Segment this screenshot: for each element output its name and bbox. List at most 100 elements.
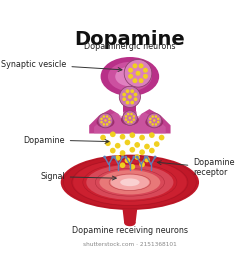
- Circle shape: [130, 132, 135, 138]
- Circle shape: [151, 123, 154, 126]
- Ellipse shape: [145, 116, 163, 128]
- Circle shape: [157, 118, 160, 120]
- Circle shape: [134, 97, 137, 101]
- Text: Dopamine: Dopamine: [23, 136, 109, 144]
- Circle shape: [104, 119, 107, 122]
- Circle shape: [106, 115, 108, 118]
- Text: Signal: Signal: [40, 172, 116, 181]
- Circle shape: [120, 134, 125, 140]
- Circle shape: [135, 71, 140, 76]
- Circle shape: [159, 135, 164, 140]
- Circle shape: [126, 101, 129, 104]
- Circle shape: [132, 63, 137, 68]
- Circle shape: [147, 113, 162, 128]
- Circle shape: [136, 156, 139, 158]
- Text: Dopamine receiving neurons: Dopamine receiving neurons: [72, 226, 188, 235]
- Text: shutterstock.com · 2151368101: shutterstock.com · 2151368101: [83, 242, 177, 248]
- Circle shape: [110, 131, 116, 137]
- Circle shape: [139, 162, 145, 167]
- Circle shape: [113, 156, 116, 158]
- Ellipse shape: [86, 165, 173, 200]
- Circle shape: [125, 157, 130, 163]
- Circle shape: [108, 121, 111, 123]
- Circle shape: [115, 143, 121, 149]
- Polygon shape: [122, 209, 137, 223]
- Circle shape: [129, 117, 131, 119]
- Circle shape: [125, 118, 127, 121]
- Circle shape: [130, 89, 134, 93]
- Polygon shape: [123, 95, 136, 111]
- Ellipse shape: [110, 174, 149, 190]
- Circle shape: [154, 156, 156, 158]
- Circle shape: [103, 156, 106, 158]
- Circle shape: [125, 140, 130, 145]
- Polygon shape: [122, 204, 137, 209]
- Circle shape: [146, 156, 148, 158]
- Circle shape: [139, 149, 145, 155]
- Circle shape: [155, 123, 157, 126]
- Circle shape: [122, 97, 126, 101]
- Circle shape: [126, 89, 129, 93]
- Ellipse shape: [121, 114, 139, 125]
- Circle shape: [121, 156, 124, 158]
- Circle shape: [149, 121, 152, 123]
- Circle shape: [144, 144, 150, 149]
- Ellipse shape: [97, 116, 114, 128]
- Circle shape: [115, 155, 121, 161]
- Ellipse shape: [108, 62, 152, 91]
- Circle shape: [139, 78, 143, 83]
- Circle shape: [127, 113, 130, 115]
- Circle shape: [102, 115, 105, 118]
- Circle shape: [100, 135, 106, 140]
- Polygon shape: [89, 109, 171, 134]
- Circle shape: [144, 156, 147, 158]
- Circle shape: [98, 113, 113, 128]
- Ellipse shape: [124, 220, 135, 226]
- Circle shape: [128, 95, 132, 99]
- Text: Dopaminergic neurons: Dopaminergic neurons: [84, 41, 176, 51]
- Circle shape: [124, 156, 127, 158]
- Circle shape: [130, 164, 135, 170]
- Circle shape: [110, 148, 116, 153]
- Circle shape: [111, 156, 114, 158]
- Circle shape: [143, 68, 148, 73]
- Circle shape: [106, 123, 108, 126]
- Circle shape: [139, 135, 145, 140]
- Circle shape: [120, 162, 125, 168]
- Circle shape: [132, 156, 135, 158]
- Ellipse shape: [115, 67, 144, 86]
- Circle shape: [105, 140, 111, 146]
- Circle shape: [100, 121, 103, 123]
- Circle shape: [144, 157, 150, 162]
- Circle shape: [134, 142, 140, 148]
- Circle shape: [122, 93, 126, 96]
- Text: Dopamine
receptor: Dopamine receptor: [157, 158, 235, 177]
- Circle shape: [143, 74, 148, 79]
- Ellipse shape: [98, 116, 113, 125]
- Polygon shape: [94, 111, 166, 134]
- Circle shape: [153, 119, 156, 122]
- Circle shape: [130, 147, 135, 153]
- Ellipse shape: [73, 160, 187, 205]
- Circle shape: [132, 78, 137, 83]
- Circle shape: [149, 118, 152, 120]
- Text: Dopamine: Dopamine: [75, 30, 185, 49]
- Circle shape: [108, 118, 111, 120]
- Circle shape: [154, 141, 160, 147]
- Ellipse shape: [122, 114, 137, 122]
- Circle shape: [132, 118, 135, 121]
- Circle shape: [127, 121, 130, 123]
- Circle shape: [128, 68, 133, 73]
- Circle shape: [119, 86, 140, 108]
- Circle shape: [128, 74, 133, 79]
- Text: Synaptic vesicle: Synaptic vesicle: [1, 60, 122, 71]
- Circle shape: [134, 154, 140, 160]
- Circle shape: [120, 150, 125, 156]
- Circle shape: [155, 115, 157, 118]
- Ellipse shape: [120, 178, 139, 186]
- Circle shape: [157, 121, 160, 123]
- Circle shape: [102, 123, 105, 126]
- Circle shape: [100, 118, 103, 120]
- Circle shape: [132, 115, 135, 118]
- Circle shape: [124, 59, 152, 87]
